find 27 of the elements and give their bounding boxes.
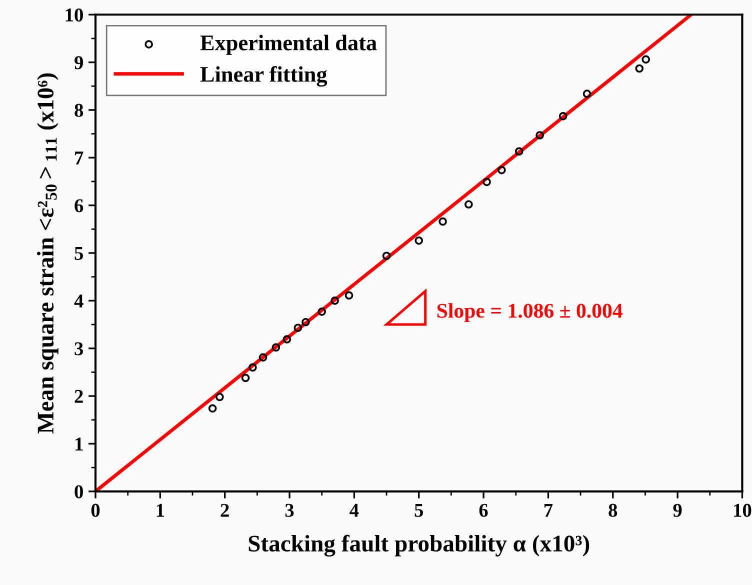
x-tick-label: 5 xyxy=(414,504,424,517)
x-tick-label: 0 xyxy=(91,504,100,517)
x-tick-label: 9 xyxy=(673,504,682,517)
y-tick-label: 5 xyxy=(74,247,83,260)
y-tick-label: 2 xyxy=(74,390,83,403)
y-tick-label: 1 xyxy=(76,438,83,450)
y-tick-label: 0 xyxy=(74,485,83,498)
x-tick-label: 6 xyxy=(479,504,488,517)
y-tick-label: 8 xyxy=(74,104,84,117)
y-tick-label: 10 xyxy=(66,8,83,22)
legend-label: Experimental data xyxy=(200,34,377,55)
x-tick-label: 1 xyxy=(156,504,164,517)
x-tick-label: 8 xyxy=(608,504,618,517)
x-tick-label: 7 xyxy=(544,504,553,517)
x-tick-label: 4 xyxy=(350,504,359,517)
y-tick-label: 9 xyxy=(74,56,83,70)
x-tick-label: 2 xyxy=(220,504,229,517)
x-tick-label: 3 xyxy=(285,504,294,517)
annotation: Slope = 1.086 ± 0.004 xyxy=(437,303,622,322)
y-tick-label: 4 xyxy=(74,294,84,308)
x-tick-label: 10 xyxy=(734,504,752,517)
legend-label: Linear fitting xyxy=(200,66,328,87)
y-tick-label: 6 xyxy=(74,199,84,212)
y-axis-title: Mean square strain <ε²$_{50}$>$_{111}$ (x10⁶) xyxy=(36,73,58,434)
y-tick-label: 3 xyxy=(74,342,84,356)
y-tick-label: 7 xyxy=(75,152,84,164)
x-axis-title: Stacking fault probability α (x10³) xyxy=(248,534,590,557)
